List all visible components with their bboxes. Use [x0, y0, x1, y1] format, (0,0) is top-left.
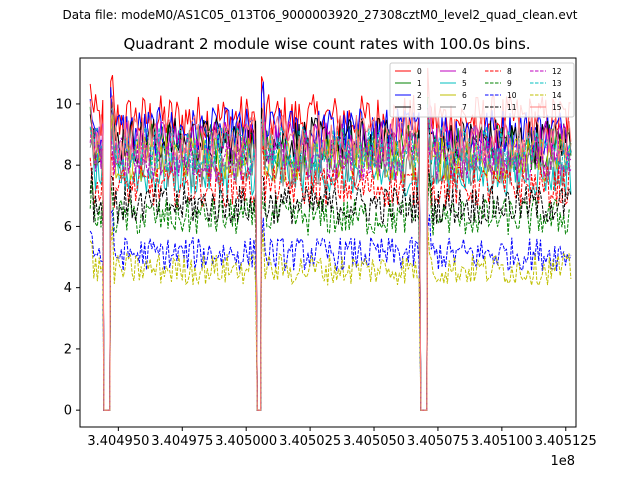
series-line-14 [89, 226, 572, 411]
legend-label-6: 6 [462, 91, 467, 100]
legend-label-2: 2 [417, 91, 422, 100]
legend-label-3: 3 [417, 103, 422, 112]
x-axis: 3.404950 3.404975 3.405000 3.405025 3.405050… [87, 427, 597, 449]
legend-label-0: 0 [417, 67, 422, 76]
x-tick-label: 3.404975 [151, 434, 213, 449]
chart-title: Quadrant 2 module wise count rates with … [123, 35, 530, 53]
legend-label-4: 4 [462, 67, 467, 76]
y-tick-label: 2 [64, 342, 72, 357]
y-tick-label: 8 [64, 159, 72, 174]
axes-frame [79, 57, 577, 428]
x-axis-offset-label: 1e8 [550, 454, 575, 469]
x-tick-label: 3.405025 [279, 434, 341, 449]
figure-suptitle: Data file: modeM0/AS1C05_013T06_90000039… [62, 8, 578, 22]
plot-area [79, 57, 577, 428]
series-line-9 [89, 173, 571, 411]
legend-label-5: 5 [462, 79, 467, 88]
legend-label-11: 11 [507, 103, 517, 112]
x-tick-label: 3.405075 [407, 434, 469, 449]
series-line-0 [89, 67, 571, 411]
legend-label-7: 7 [462, 103, 467, 112]
x-tick-label: 3.405100 [471, 434, 533, 449]
y-tick-label: 4 [64, 281, 72, 296]
legend-box [389, 62, 575, 118]
series-line-15 [89, 94, 572, 411]
x-tick-label: 3.405050 [343, 434, 405, 449]
legend-label-12: 12 [552, 67, 562, 76]
legend-label-9: 9 [507, 79, 512, 88]
legend-label-14: 14 [552, 91, 562, 100]
y-axis: 0 2 4 6 8 10 [55, 97, 80, 419]
series-layer [89, 67, 572, 411]
legend-label-13: 13 [552, 79, 562, 88]
legend-label-10: 10 [507, 91, 517, 100]
series-line-11 [89, 166, 572, 411]
series-line-12 [89, 110, 572, 411]
y-tick-label: 0 [64, 404, 72, 419]
x-tick-label: 3.405000 [215, 434, 277, 449]
series-line-8 [89, 145, 572, 411]
legend-label-1: 1 [417, 79, 422, 88]
x-tick-label: 3.404950 [87, 434, 149, 449]
y-tick-label: 6 [64, 220, 72, 235]
x-tick-label: 3.405125 [535, 434, 597, 449]
series-line-10 [89, 209, 572, 411]
series-line-5 [89, 126, 572, 411]
legend-label-8: 8 [507, 67, 512, 76]
y-tick-label: 10 [55, 97, 72, 112]
legend-label-15: 15 [552, 103, 562, 112]
